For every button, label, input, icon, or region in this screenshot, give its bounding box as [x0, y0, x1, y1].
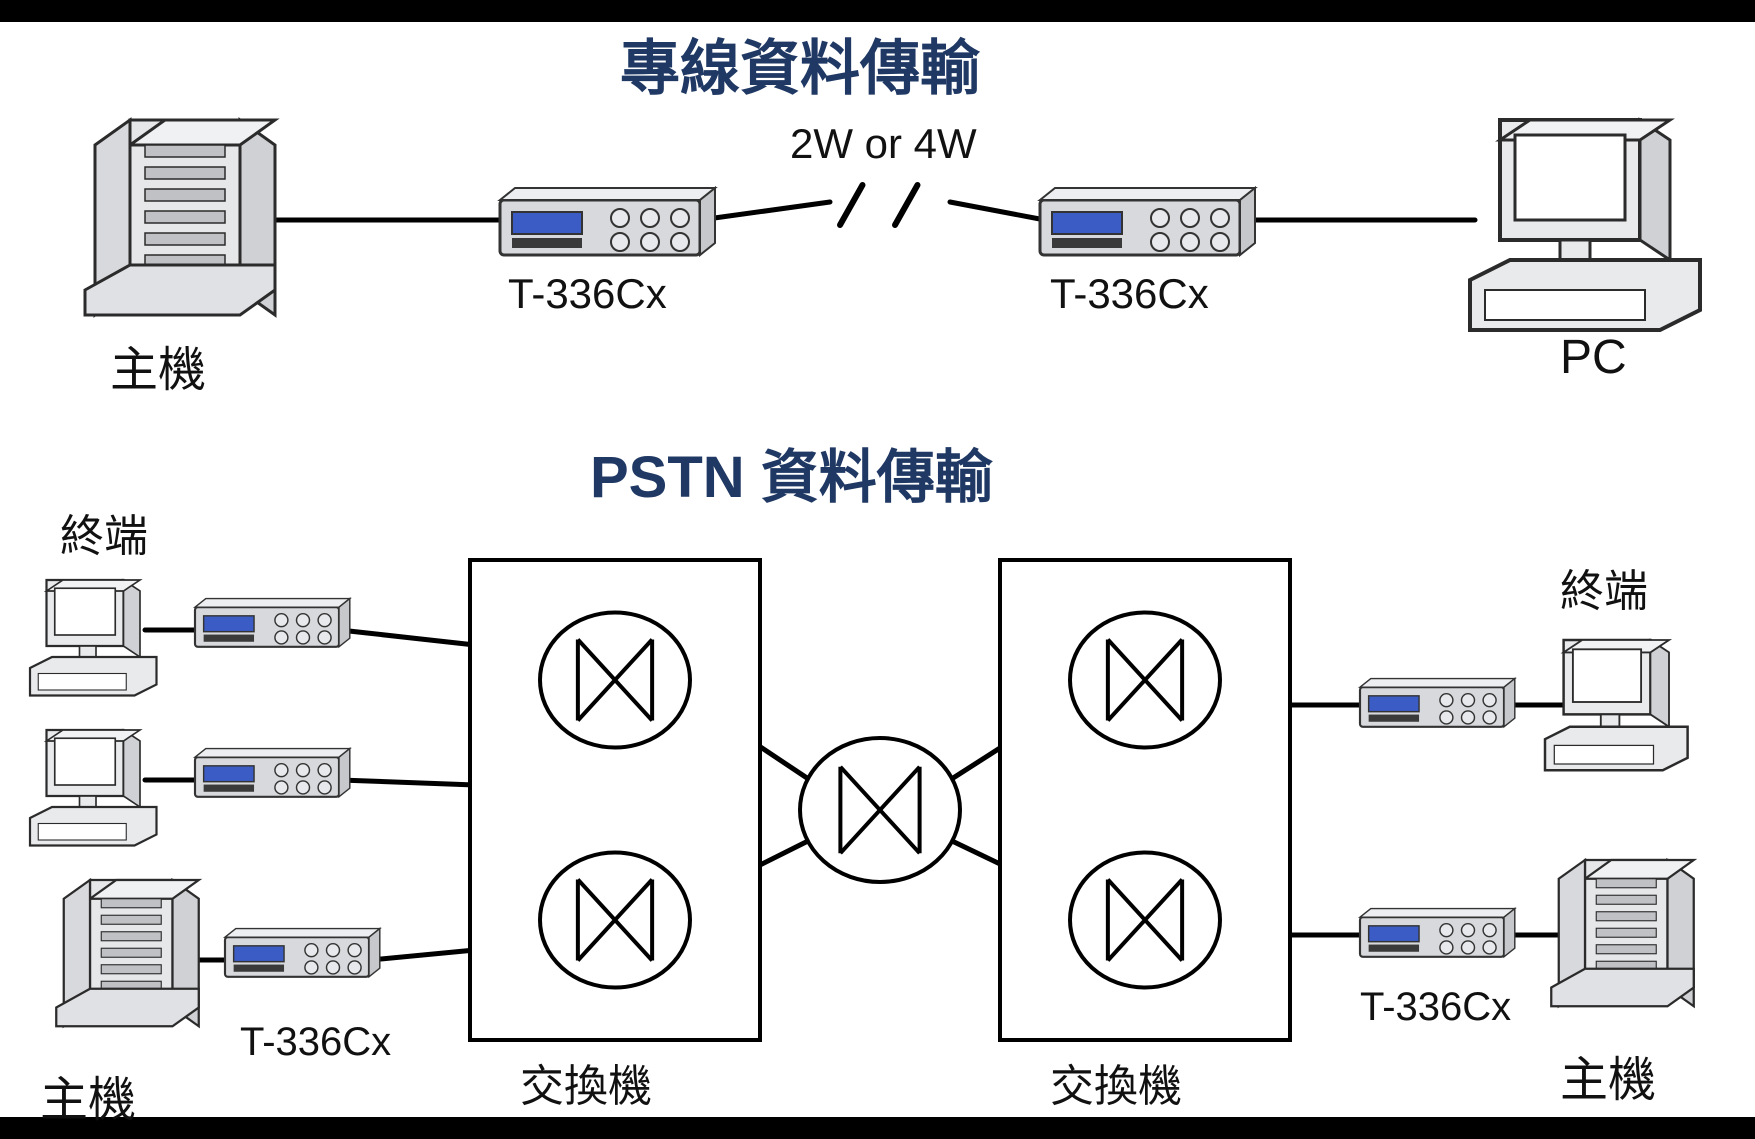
- exchange-r2-icon: [1070, 853, 1220, 988]
- server-icon: [85, 120, 275, 315]
- modem-icon: [1360, 679, 1515, 727]
- exchange-r1-icon: [1070, 613, 1220, 748]
- exchange-l2-icon: [540, 853, 690, 988]
- pc-icon: [1545, 640, 1688, 770]
- exchange-center-icon: [800, 738, 960, 882]
- exchange-l1-icon: [540, 613, 690, 748]
- modem-icon: [195, 599, 350, 647]
- modem-icon: [1360, 909, 1515, 957]
- modem-icon: [195, 749, 350, 797]
- pc-icon: [30, 730, 157, 846]
- modem-icon: [225, 929, 380, 977]
- diagram-svg: [0, 0, 1755, 1139]
- pc-icon: [30, 580, 157, 696]
- pc-icon: [1470, 120, 1700, 330]
- server-icon: [56, 880, 199, 1026]
- modem-icon: [1040, 188, 1255, 255]
- server-icon: [1551, 860, 1694, 1006]
- modem-icon: [500, 188, 715, 255]
